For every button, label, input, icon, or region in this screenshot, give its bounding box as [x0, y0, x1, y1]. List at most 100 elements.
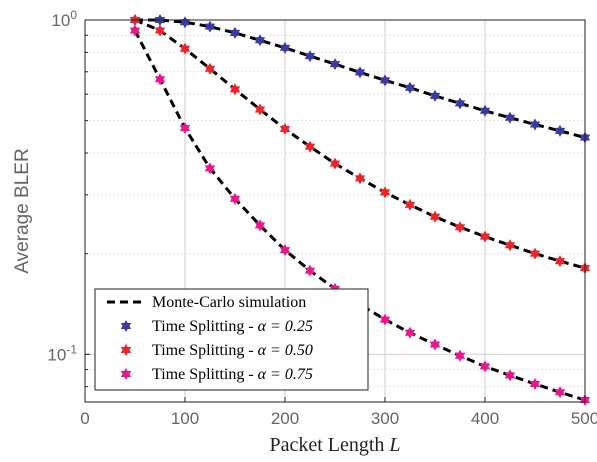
series-2-point-tri-down	[429, 213, 441, 223]
series-1-point-tri-down	[529, 121, 541, 131]
series-3-point-tri-down	[154, 76, 166, 86]
series-1-point	[304, 50, 316, 63]
series-3-point-tri-down	[529, 381, 541, 391]
series-3-point	[304, 264, 316, 277]
series-3-point	[279, 244, 291, 257]
series-1-point-tri-down	[179, 19, 191, 29]
legend-label-prefix: Time Splitting -	[152, 366, 258, 383]
series-3-point-tri-down	[204, 165, 216, 175]
series-1-point-tri-down	[204, 23, 216, 33]
legend-marker-1	[120, 320, 132, 332]
series-1-point	[404, 81, 416, 94]
series-2-point	[229, 83, 241, 96]
series-3-point	[529, 378, 541, 391]
x-tick-label: 100	[171, 409, 199, 428]
series-1-point-tri-down	[504, 114, 516, 124]
series-3-point	[504, 369, 516, 382]
y-tick-base: 10	[51, 11, 70, 30]
series-2-point	[354, 172, 366, 185]
series-2-point-tri-down	[254, 106, 266, 116]
y-tick-base: 10	[47, 345, 66, 364]
x-tick-label: 0	[80, 409, 89, 428]
axis-labels: Average BLER Packet Length L	[12, 148, 401, 456]
series-2-point	[404, 198, 416, 211]
y-tick-label: 10-1	[47, 342, 77, 364]
series-2-point	[329, 157, 341, 170]
series-1-point	[379, 74, 391, 87]
series-2-point	[529, 247, 541, 260]
series-1-point	[154, 14, 166, 26]
data-markers	[129, 14, 591, 406]
series-1-point	[454, 97, 466, 110]
monte-carlo-curve-1	[135, 18, 586, 140]
series-1-point-tri-down	[479, 107, 491, 117]
legend-marker-3	[120, 368, 132, 380]
series-2-point	[154, 24, 166, 37]
series-2-point-tri-down	[554, 258, 566, 268]
series-2-point-tri-down	[304, 143, 316, 153]
series-3-point-tri-down	[404, 329, 416, 339]
x-tick-label: 400	[471, 409, 499, 428]
x-tick-label: 200	[271, 409, 299, 428]
series-3-point-tri-down	[304, 267, 316, 277]
series-3-point	[204, 162, 216, 175]
series-1-point-tri-down	[279, 44, 291, 54]
series-1-point	[354, 66, 366, 79]
series-2-point	[454, 221, 466, 234]
series-2-point	[204, 62, 216, 75]
series-2-point-tri-down	[129, 17, 141, 26]
legend: Monte-Carlo simulation Time Splitting - α…	[94, 288, 369, 391]
series-3-point	[179, 122, 191, 135]
legend-label-math: α = 0.25	[258, 318, 313, 335]
legend-label-series-1: Time Splitting - α = 0.25	[152, 318, 313, 335]
series-3-point-tri-down	[179, 125, 191, 135]
series-2-point	[129, 14, 141, 26]
series-3-point-tri-down	[454, 352, 466, 362]
series-1-point-tri-down	[254, 37, 266, 47]
series-3-point-tri-down	[129, 27, 141, 37]
series-3-point-tri-down	[379, 316, 391, 326]
series-3-point-tri-down	[254, 222, 266, 232]
series-1-point-tri-down	[429, 92, 441, 102]
series-1-point	[179, 16, 191, 29]
series-2-point	[379, 186, 391, 199]
series-3-point-tri-down	[229, 195, 241, 205]
y-tick-exp: 0	[70, 8, 77, 22]
series-2-point-tri-down	[379, 189, 391, 199]
legend-marker-2-tri-down	[120, 347, 132, 356]
series-3-point-tri-down	[479, 363, 491, 373]
legend-label-math: α = 0.75	[258, 366, 313, 383]
monte-carlo-curve-2	[134, 18, 586, 270]
series-3-point	[229, 192, 241, 205]
legend-label-math: α = 0.50	[258, 342, 313, 359]
series-3-point	[404, 326, 416, 339]
series-1-point	[554, 124, 566, 137]
series-1-point-tri-down	[404, 84, 416, 94]
series-3-point	[479, 360, 491, 373]
series-3-point	[254, 219, 266, 232]
series-2-point-tri-down	[279, 126, 291, 135]
series-3-point-tri-down	[554, 389, 566, 399]
series-2-point-tri-down	[404, 201, 416, 211]
series-2-point-tri-down	[229, 86, 241, 96]
legend-marker-1-tri-down	[120, 323, 132, 332]
series-1-point	[229, 26, 241, 39]
legend-marker-3-tri-down	[120, 371, 132, 380]
series-2-point-tri-down	[179, 45, 191, 55]
series-1-point-tri-down	[304, 53, 316, 63]
series-1-point-tri-down	[229, 29, 241, 39]
series-1-point	[504, 111, 516, 124]
series-2-point	[179, 42, 191, 55]
series-1-point	[204, 20, 216, 33]
series-3-point	[429, 338, 441, 351]
legend-marker-2	[120, 344, 132, 356]
x-axis-label-var: L	[388, 434, 400, 456]
x-axis-label: Packet Length L	[269, 434, 400, 456]
series-2-point-tri-down	[354, 175, 366, 185]
series-2-point	[279, 123, 291, 135]
series-1-point	[479, 104, 491, 117]
legend-label-series-3: Time Splitting - α = 0.75	[152, 366, 313, 383]
series-2-point-tri-down	[529, 250, 541, 260]
